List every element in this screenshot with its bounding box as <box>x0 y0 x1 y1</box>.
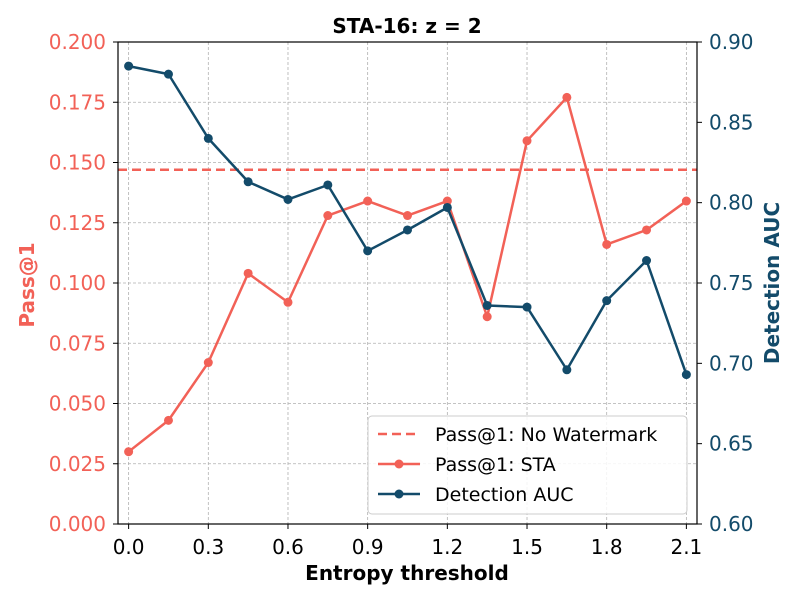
series-detection-auc-point <box>323 180 333 190</box>
y-right-tick-label: 0.60 <box>709 512 754 536</box>
x-axis-ticks: 0.0 0.3 0.6 0.9 1.2 1.5 1.8 2.1 <box>113 524 702 559</box>
y-left-tick-label: 0.050 <box>49 392 106 416</box>
x-tick-label: 0.9 <box>352 535 384 559</box>
y-left-tick-label: 0.075 <box>49 331 106 355</box>
x-tick-label: 1.5 <box>511 535 543 559</box>
series-sta-point <box>243 268 253 278</box>
series-sta-point <box>323 211 333 221</box>
x-tick-label: 0.3 <box>192 535 224 559</box>
series-sta-point <box>442 196 452 206</box>
series-sta-point <box>163 415 173 425</box>
y-right-tick-label: 0.80 <box>709 191 754 215</box>
y-left-tick-label: 0.200 <box>49 30 106 54</box>
y-right-tick-label: 0.90 <box>709 30 754 54</box>
x-tick-label: 0.6 <box>272 535 304 559</box>
series-sta-point <box>642 225 652 235</box>
y-right-axis-ticks: 0.60 0.65 0.70 0.75 0.80 0.85 0.90 <box>697 30 754 536</box>
series-sta-point <box>283 297 293 307</box>
y-left-tick-label: 0.150 <box>49 151 106 175</box>
series-detection-auc-point <box>243 177 253 187</box>
legend-label-sta: Pass@1: STA <box>435 454 556 476</box>
series-sta-point <box>482 312 492 322</box>
x-tick-label: 1.8 <box>591 535 623 559</box>
series-detection-auc-point <box>602 296 612 306</box>
legend-box <box>367 415 688 515</box>
series-detection-auc-point <box>283 194 293 204</box>
y-left-axis-label: Pass@1 <box>15 242 39 327</box>
y-right-tick-label: 0.75 <box>709 271 754 295</box>
x-axis-label: Entropy threshold <box>305 561 509 585</box>
series-sta-point <box>562 92 572 102</box>
y-left-tick-label: 0.025 <box>49 452 106 476</box>
legend: Pass@1: No Watermark Pass@1: STA Detection… <box>367 415 688 515</box>
series-detection-auc-point <box>203 133 213 143</box>
series-detection-auc-point <box>403 225 412 235</box>
legend-marker-detection-auc <box>394 489 404 499</box>
y-right-axis-label: Detection AUC <box>760 202 784 364</box>
series-detection-auc-point <box>363 246 373 256</box>
series-detection-auc-point <box>163 69 173 79</box>
y-left-tick-label: 0.000 <box>49 512 106 536</box>
x-tick-label: 1.2 <box>431 535 463 559</box>
series-detection-auc-point <box>482 300 492 310</box>
series-layer <box>118 61 697 457</box>
series-detection-auc-point <box>522 302 532 312</box>
y-left-axis-ticks: 0.000 0.025 0.050 0.075 0.100 0.125 0.150 0.175… <box>49 30 118 536</box>
y-right-tick-label: 0.70 <box>709 351 754 375</box>
y-right-tick-label: 0.85 <box>709 110 754 134</box>
y-left-tick-label: 0.175 <box>49 90 106 114</box>
chart-title: STA-16: z = 2 <box>332 14 481 38</box>
series-sta-point <box>522 136 532 146</box>
y-left-tick-label: 0.125 <box>49 211 106 235</box>
series-detection-auc-point <box>642 256 652 266</box>
series-detection-auc-point <box>442 202 452 212</box>
series-sta-point <box>602 239 612 249</box>
series-sta-point <box>124 447 134 457</box>
legend-label-no-watermark: Pass@1: No Watermark <box>435 424 657 446</box>
x-tick-label: 0.0 <box>113 535 145 559</box>
series-sta-point <box>363 196 373 206</box>
series-detection-auc-point <box>124 61 134 71</box>
y-right-tick-label: 0.65 <box>709 432 754 456</box>
x-tick-label: 2.1 <box>670 535 702 559</box>
series-detection-auc-point <box>681 370 691 380</box>
y-left-tick-label: 0.100 <box>49 271 106 295</box>
series-sta-point <box>403 211 412 221</box>
series-sta-point <box>203 358 213 368</box>
legend-marker-sta <box>394 459 404 469</box>
series-detection-auc-point <box>562 365 572 375</box>
series-sta-point <box>681 196 691 206</box>
legend-label-detection-auc: Detection AUC <box>435 484 574 506</box>
